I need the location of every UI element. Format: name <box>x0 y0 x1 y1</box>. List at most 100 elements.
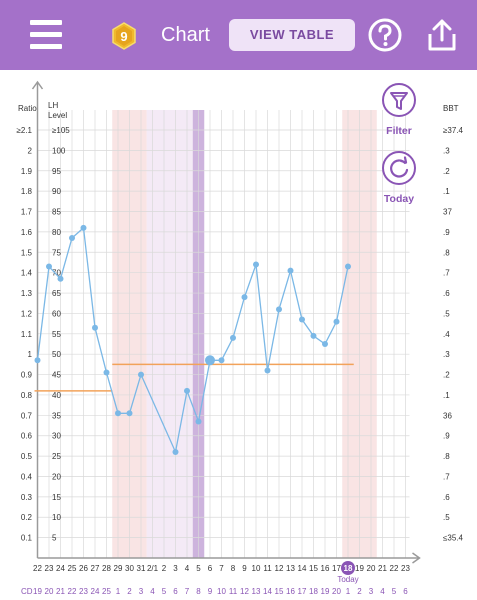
date-label: 19 <box>355 564 364 573</box>
ratio-tick-label: 0.4 <box>21 472 33 481</box>
lh-tick-label: 10 <box>52 513 61 522</box>
lh-tick-label: 30 <box>52 432 61 441</box>
lh-tick-label: 5 <box>52 534 57 543</box>
date-label: 16 <box>321 564 330 573</box>
lh-tick-label: 60 <box>52 309 61 318</box>
cycle-day-label: 5 <box>392 587 397 596</box>
cycle-day-label: 21 <box>56 587 65 596</box>
date-label: 2 <box>162 564 167 573</box>
view-table-button[interactable]: VIEW TABLE <box>229 19 355 51</box>
bbt-tick-label: .2 <box>443 371 450 380</box>
lh-tick-label: 95 <box>52 167 61 176</box>
data-series-line <box>36 226 349 455</box>
bbt-tick-label: .9 <box>443 228 450 237</box>
y-axis-arrow <box>31 80 44 90</box>
data-point <box>138 371 144 378</box>
data-point <box>126 410 133 417</box>
funnel-icon <box>382 83 416 117</box>
data-point <box>172 449 179 456</box>
fertility-badge-icon: 9 <box>110 22 138 50</box>
ratio-tick-label: 1.9 <box>21 167 33 176</box>
cycle-day-label: 6 <box>173 587 178 596</box>
top-app-bar: 9 Chart VIEW TABLE <box>0 0 477 70</box>
cycle-day-label: 20 <box>332 587 341 596</box>
today-label: Today <box>383 193 415 205</box>
bbt-lh-chart[interactable]: Ratio LHLevelBBT≥2.121.91.81.71.61.51.41.… <box>0 70 477 600</box>
bbt-tick-label: .3 <box>443 146 450 155</box>
cycle-day-label: 8 <box>196 587 201 596</box>
ratio-tick-label: 1.4 <box>21 269 33 278</box>
lh-tick-label: 90 <box>52 187 61 196</box>
data-point <box>264 367 271 374</box>
cycle-day-label: 6 <box>403 587 408 596</box>
ratio-axis-title: Ratio <box>18 104 37 113</box>
cycle-day-label: 16 <box>286 587 295 596</box>
date-label: 23 <box>401 564 410 573</box>
cycle-day-label: 11 <box>229 587 238 596</box>
date-label: 27 <box>91 564 100 573</box>
date-label: 6 <box>208 564 213 573</box>
cycle-day-label: 7 <box>185 587 190 596</box>
bbt-axis-title: BBT <box>443 104 459 113</box>
lh-tick-label: 25 <box>52 452 61 461</box>
cycle-day-label: 2 <box>357 587 362 596</box>
today-date-marker <box>341 561 355 575</box>
ratio-tick-label: 0.3 <box>21 493 33 502</box>
data-point <box>310 332 317 339</box>
lh-tick-label: 45 <box>52 371 61 380</box>
ratio-tick-label: 1.8 <box>21 187 33 196</box>
data-point <box>241 294 248 301</box>
ratio-tick-label: 1.7 <box>21 208 33 217</box>
data-point <box>103 369 110 376</box>
cycle-day-label: 4 <box>380 587 385 596</box>
cycle-day-label: 4 <box>150 587 155 596</box>
data-point <box>92 324 98 331</box>
cycle-day-label: 20 <box>45 587 54 596</box>
cycle-day-label: 19 <box>33 587 42 596</box>
bbt-tick-label: .4 <box>443 330 450 339</box>
today-button[interactable]: Today <box>380 150 418 205</box>
cycle-day-label: 17 <box>298 587 307 596</box>
bbt-tick-label: .7 <box>443 269 450 278</box>
bbt-tick-label: .2 <box>443 167 450 176</box>
ratio-tick-label: 1.3 <box>21 289 33 298</box>
date-label: 21 <box>378 564 387 573</box>
bbt-tick-label: 36 <box>443 411 452 420</box>
lh-tick-label: 40 <box>52 391 61 400</box>
share-upload-icon[interactable] <box>426 18 458 52</box>
data-point <box>218 357 225 364</box>
date-label: 8 <box>231 564 236 573</box>
ratio-tick-label: 0.2 <box>21 513 33 522</box>
date-label: 17 <box>332 564 341 573</box>
data-point <box>333 318 340 325</box>
cycle-day-label: 25 <box>102 587 111 596</box>
cycle-day-label: 1 <box>116 587 121 596</box>
bbt-tick-label: 37 <box>443 208 452 217</box>
ratio-tick-label: 0.7 <box>21 411 33 420</box>
bbt-tick-label: .1 <box>443 187 450 196</box>
question-circle-icon[interactable] <box>368 18 402 52</box>
data-point <box>253 261 259 268</box>
date-label: 2/1 <box>147 564 159 573</box>
date-label: 15 <box>309 564 318 573</box>
hamburger-menu-icon[interactable] <box>30 20 62 50</box>
data-point <box>69 235 75 242</box>
ratio-tick-label: 0.5 <box>21 452 33 461</box>
date-label: 20 <box>367 564 376 573</box>
date-label: 22 <box>390 564 399 573</box>
date-label: 7 <box>219 564 224 573</box>
data-point <box>287 267 294 274</box>
filter-button[interactable]: Filter <box>380 82 418 137</box>
bbt-tick-label: .6 <box>443 289 450 298</box>
date-label: 11 <box>263 564 272 573</box>
date-label: 13 <box>286 564 295 573</box>
date-label: 29 <box>114 564 123 573</box>
cycle-day-label: 3 <box>369 587 374 596</box>
ratio-tick-label: 0.1 <box>21 534 33 543</box>
x-axis-arrow <box>412 552 421 564</box>
date-label: 24 <box>56 564 65 573</box>
bbt-tick-label: .6 <box>443 493 450 502</box>
bbt-tick-label: .8 <box>443 452 450 461</box>
ratio-tick-label: ≥2.1 <box>16 126 32 135</box>
lh-tick-label: 75 <box>52 248 61 257</box>
